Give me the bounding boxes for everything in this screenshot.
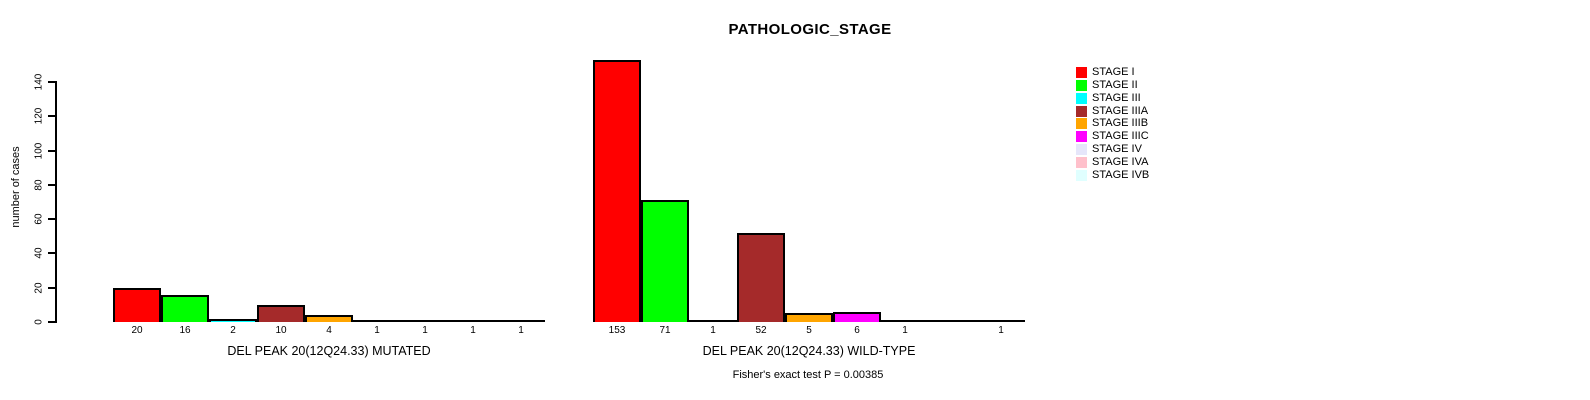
legend-label-stage-iiic: STAGE IIIC: [1092, 130, 1149, 143]
y-tick-label: 120: [33, 107, 45, 125]
bar-wild-type-stage-iii: [689, 320, 737, 323]
x-axis-label-wild-type: DEL PEAK 20(12Q24.33) WILD-TYPE: [702, 344, 916, 358]
legend-label-stage-iiia: STAGE IIIA: [1092, 104, 1149, 117]
legend-swatch-stage-iva: [1076, 156, 1087, 168]
legend-label-stage-ivb: STAGE IVB: [1092, 168, 1150, 181]
bar-mutated-stage-iiia: [257, 304, 305, 322]
y-tick-label: 100: [33, 142, 45, 159]
legend-swatch-stage-i: [1076, 67, 1087, 78]
bar-wild-type-stage-iiic: [833, 311, 881, 322]
legend-label-stage-ii: STAGE II: [1092, 78, 1138, 91]
bar-mutated-stage-iiib: [305, 315, 353, 322]
bar-value-label: 1: [710, 325, 716, 336]
y-tick: [48, 81, 56, 83]
bar-value-label: 1: [422, 325, 428, 336]
y-tick: [48, 286, 56, 289]
bar-value-label: 5: [806, 325, 812, 336]
bar-value-label: 16: [179, 325, 191, 336]
legend-swatch-stage-ivb: [1076, 169, 1087, 181]
legend-swatch-stage-ii: [1076, 79, 1087, 91]
bar-value-label: 1: [902, 325, 908, 336]
y-tick: [48, 115, 56, 118]
legend-swatch-stage-iiib: [1076, 118, 1087, 130]
bar-mutated-stage-iii: [209, 318, 257, 322]
bar-wild-type-stage-i: [593, 59, 641, 322]
bar-wild-type-stage-iv: [881, 320, 929, 323]
y-tick: [48, 183, 56, 186]
legend-label-stage-iiib: STAGE IIIB: [1092, 117, 1149, 130]
bar-value-label: 1: [998, 325, 1004, 336]
legend-label-stage-iv: STAGE IV: [1092, 143, 1142, 156]
bar-wild-type-stage-iiia: [737, 232, 785, 322]
bar-wild-type-stage-iiib: [785, 313, 833, 322]
bar-value-label: 1: [470, 325, 476, 336]
bar-value-label: 20: [131, 325, 143, 336]
y-tick-label: 20: [33, 282, 45, 294]
y-tick-label: 140: [33, 73, 45, 91]
bar-value-label: 52: [755, 325, 767, 336]
bar-mutated-stage-iiic: [353, 320, 401, 323]
legend-swatch-stage-iiia: [1076, 105, 1087, 117]
bar-value-label: 1: [374, 325, 380, 336]
legend-swatch-stage-iiic: [1076, 131, 1087, 143]
bar-mutated-stage-i: [113, 287, 161, 322]
legend-label-stage-i: STAGE I: [1092, 66, 1135, 78]
bar-mutated-stage-ii: [161, 294, 209, 322]
legend-label-stage-iii: STAGE III: [1092, 91, 1141, 104]
bar-mutated-stage-iva: [449, 320, 497, 323]
y-axis-title: number of cases: [10, 146, 22, 228]
y-axis-line: [55, 81, 57, 323]
x-axis-label-mutated: DEL PEAK 20(12Q24.33) MUTATED: [227, 344, 431, 358]
bar-value-label: 71: [659, 325, 671, 336]
y-tick-label: 80: [33, 179, 45, 191]
legend-label-stage-iva: STAGE IVA: [1092, 155, 1149, 168]
bar-value-label: 4: [326, 325, 332, 336]
y-tick: [48, 252, 56, 255]
y-tick: [48, 218, 56, 221]
y-tick-label: 0: [33, 319, 45, 325]
y-tick-label: 60: [33, 213, 45, 225]
bar-value-label: 1: [518, 325, 524, 336]
y-tick: [48, 149, 56, 152]
chart-title: PATHOLOGIC_STAGE: [728, 21, 892, 38]
y-tick-label: 40: [33, 247, 45, 259]
bar-mutated-stage-ivb: [497, 320, 545, 323]
bar-value-label: 153: [608, 325, 626, 336]
fisher-test-note: Fisher's exact test P = 0.00385: [732, 369, 884, 381]
bar-value-label: 2: [230, 325, 236, 336]
legend-swatch-stage-iii: [1076, 92, 1087, 104]
bar-mutated-stage-iv: [401, 320, 449, 323]
bar-wild-type-stage-ii: [641, 200, 689, 322]
bar-wild-type-stage-ivb: [977, 320, 1025, 323]
y-tick: [48, 321, 56, 323]
bar-value-label: 6: [854, 325, 860, 336]
bar-value-label: 10: [275, 325, 287, 336]
legend-swatch-stage-iv: [1076, 144, 1087, 156]
